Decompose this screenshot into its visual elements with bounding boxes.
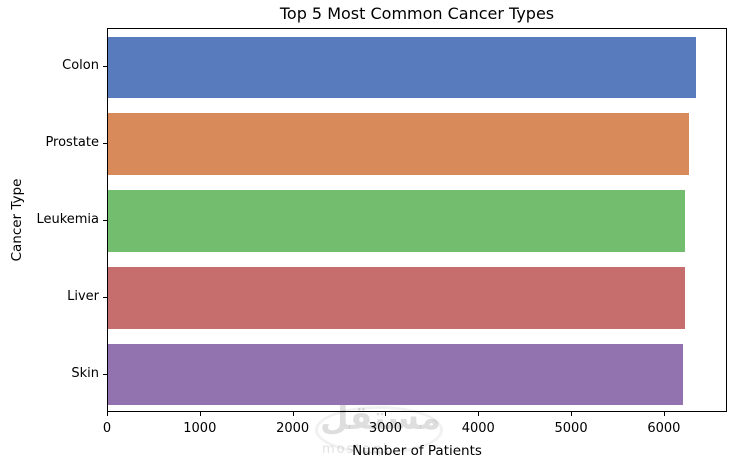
ytick-mark [103,220,107,221]
chart-title: Top 5 Most Common Cancer Types [279,4,555,23]
xtick-mark [571,412,573,416]
ytick-label-prostate: Prostate [45,135,99,151]
xtick-label-0: 0 [102,421,112,436]
xtick-label-3000: 3000 [368,421,402,436]
xtick-mark [107,412,108,416]
ytick-mark [103,143,107,145]
y-axis-label: Cancer Type [9,178,25,262]
watermark-swoosh-ellipse [315,406,443,454]
ytick-mark [103,66,107,68]
bar-colon [108,36,696,99]
xtick-mark [663,412,665,416]
watermark-latin-text: mostaql [322,442,389,457]
xtick-label-6000: 6000 [647,421,681,436]
ytick-label-skin: Skin [71,365,99,381]
xtick-mark [199,412,201,416]
ytick-label-liver: Liver [67,288,99,304]
ytick-label-leukemia: Leukemia [36,212,99,227]
xtick-label-1000: 1000 [183,421,217,436]
x-axis-label: Number of Patients [352,443,482,459]
xtick-mark [292,412,294,416]
xtick-label-5000: 5000 [554,421,588,436]
xtick-label-2000: 2000 [276,421,310,436]
plot-area [107,28,727,412]
bar-skin [108,343,683,406]
ytick-mark [103,296,107,298]
bar-liver [108,267,685,329]
bar-leukemia [108,190,686,252]
ytick-mark [103,373,107,375]
bar-prostate [108,113,690,175]
xtick-mark [478,412,480,416]
xtick-label-4000: 4000 [461,421,495,436]
ytick-label-colon: Colon [62,58,99,74]
xtick-mark [385,412,387,416]
